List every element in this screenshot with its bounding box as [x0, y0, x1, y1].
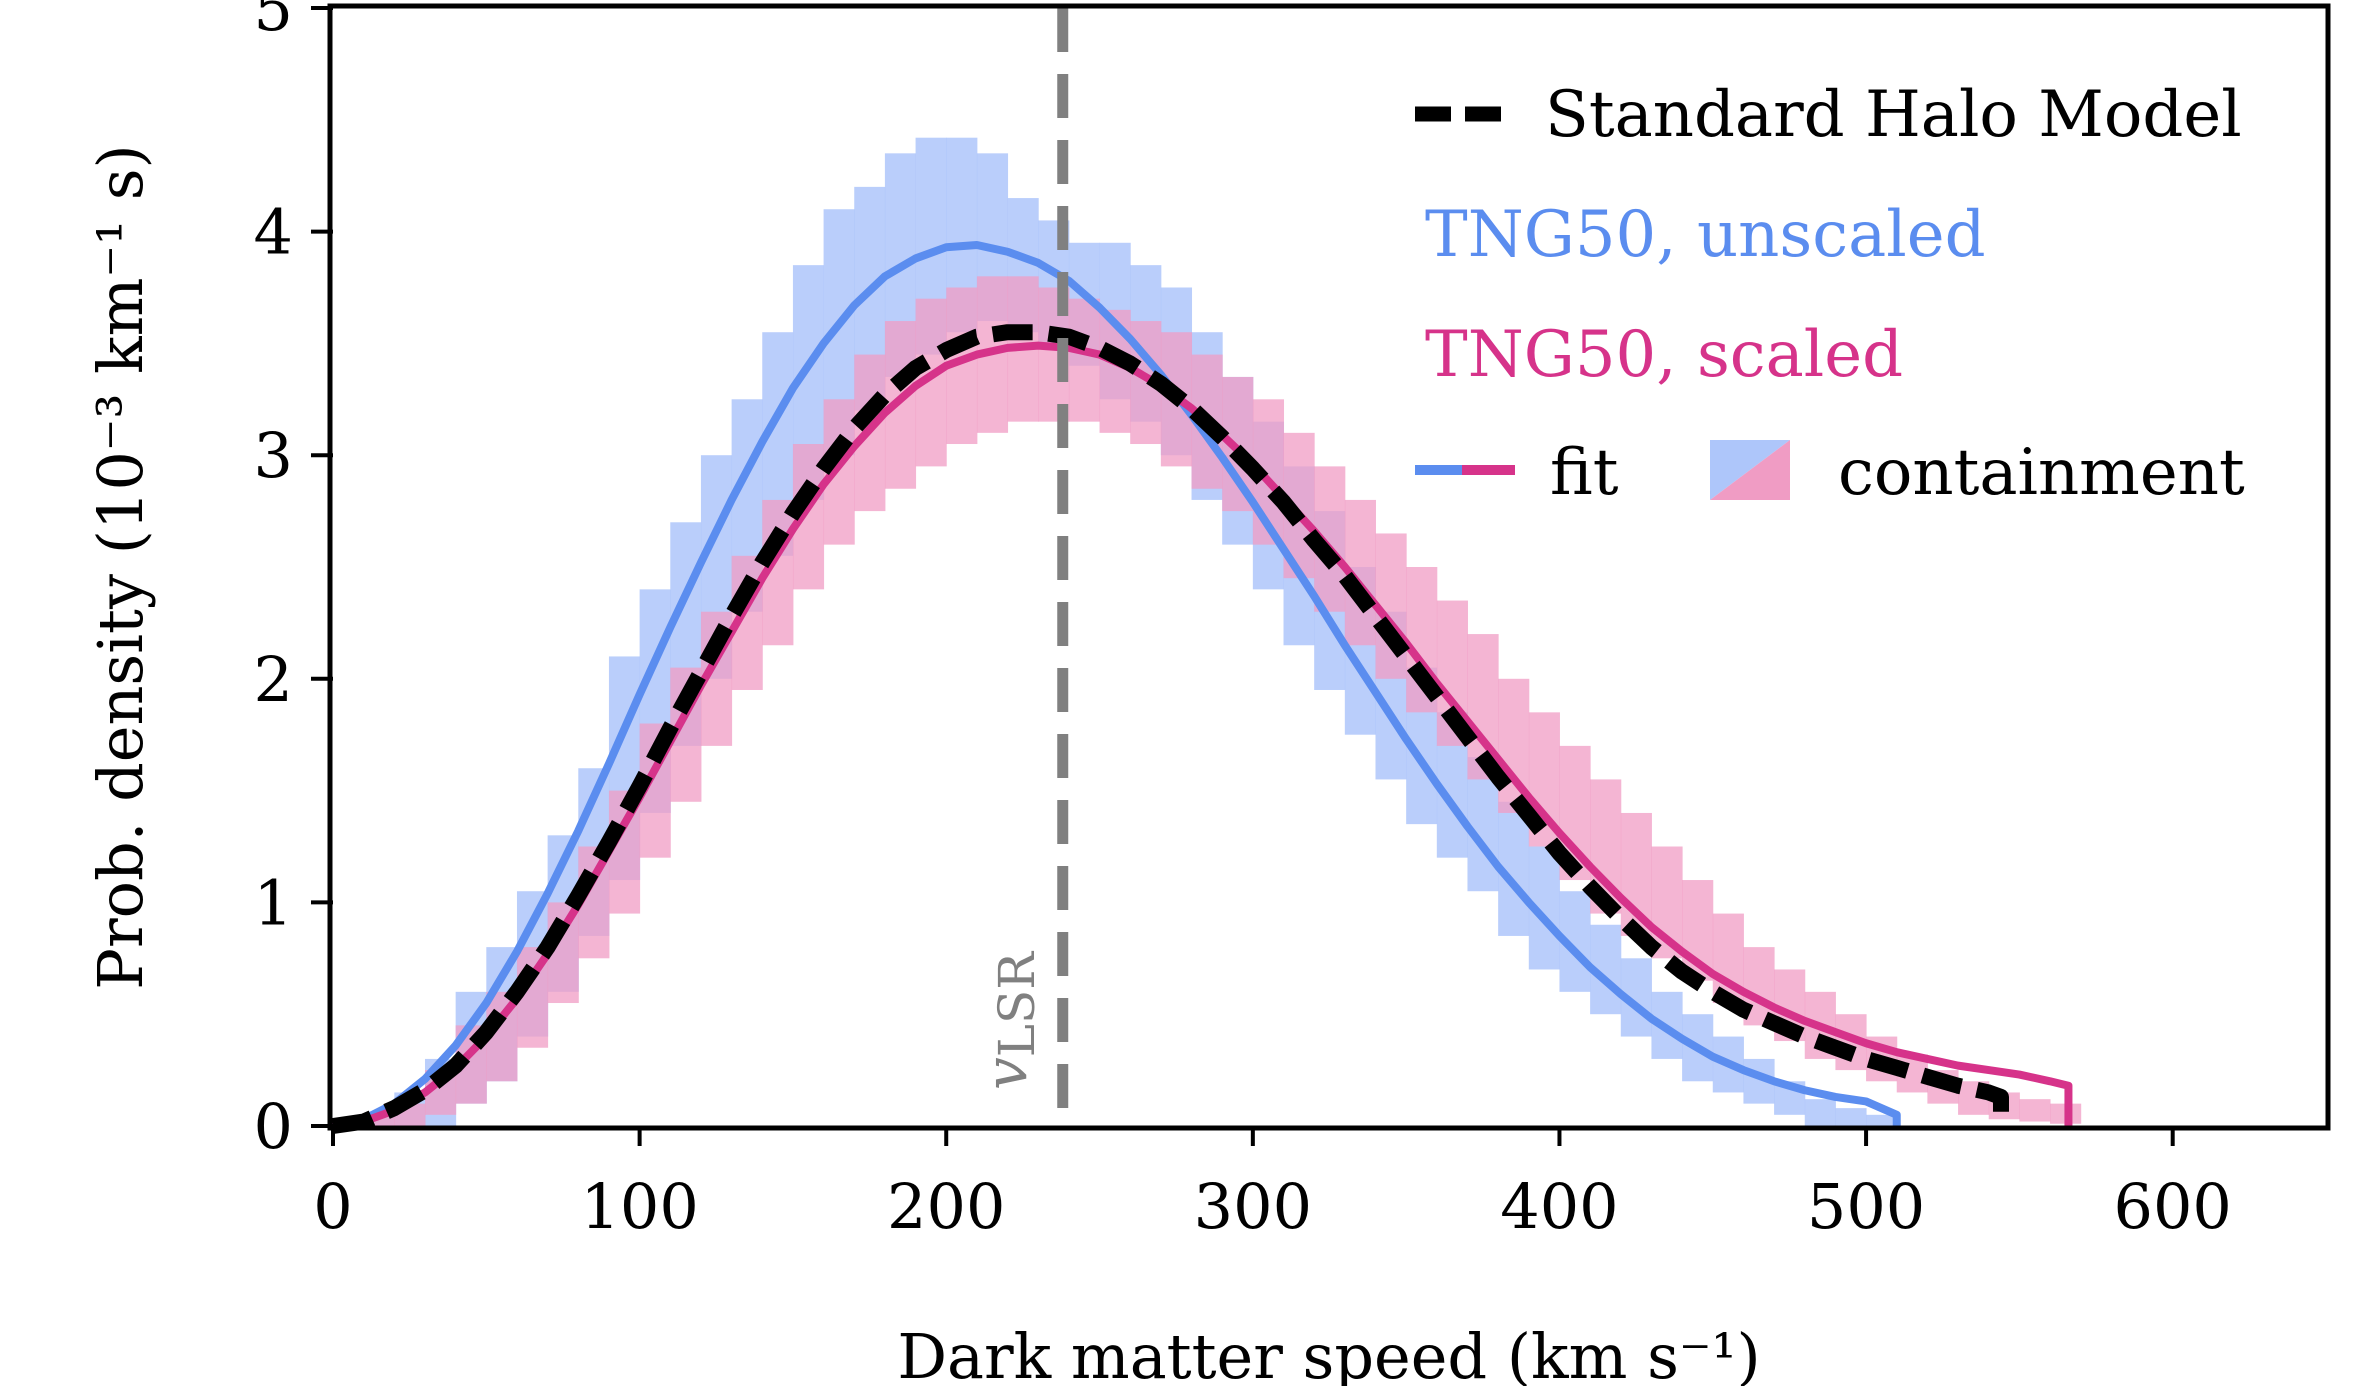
x-tick-label: 300 [1194, 1170, 1312, 1243]
y-axis-ticks: 0 1 2 3 4 5 [254, 0, 333, 1163]
legend-label-shm: Standard Halo Model [1545, 78, 2242, 152]
legend-label-scaled: TNG50, scaled [1425, 318, 1903, 392]
series-line-unscaled [332, 241, 1901, 1130]
legend-label-fit: fit [1550, 436, 1619, 510]
band-bin [1835, 1108, 1867, 1126]
y-tick-label: 5 [254, 0, 293, 45]
x-tick-label: 600 [2114, 1170, 2232, 1243]
legend: Standard Halo Model TNG50, unscaled TNG5… [1415, 78, 2245, 510]
x-axis-label: Dark matter speed (km s⁻¹) [897, 1320, 1760, 1386]
vlsr-label-subscript: LSR [988, 951, 1046, 1057]
vlsr-label: vLSR [972, 951, 1046, 1090]
x-tick-label: 400 [1500, 1170, 1618, 1243]
x-tick-label: 0 [313, 1170, 352, 1243]
vlsr-label-v: v [972, 1057, 1040, 1090]
x-tick-label: 200 [887, 1170, 1005, 1243]
legend-swatch-containment [1710, 440, 1790, 500]
x-tick-label: 500 [1807, 1170, 1925, 1243]
y-tick-label: 0 [254, 1090, 293, 1163]
fit-lines [331, 241, 2073, 1134]
band-unscaled [363, 137, 1898, 1126]
y-tick-label: 4 [254, 196, 293, 269]
band-bin [363, 1114, 395, 1126]
vlsr-marker: vLSR [972, 8, 1069, 1126]
y-tick-label: 3 [254, 419, 293, 492]
band-scaled [363, 276, 2082, 1126]
x-axis-ticks: 0 100 200 300 400 500 600 [313, 1126, 2232, 1243]
legend-label-containment: containment [1838, 436, 2245, 510]
containment-bands [363, 137, 2082, 1126]
y-tick-label: 1 [254, 866, 293, 939]
band-bin [2019, 1099, 2051, 1122]
band-bin [1068, 298, 1101, 422]
band-bin [1866, 1114, 1898, 1126]
plot-frame [327, 3, 2331, 1131]
y-axis-label: Prob. density (10⁻³ km⁻¹ s) [84, 144, 157, 989]
x-tick-label: 100 [580, 1170, 698, 1243]
legend-label-unscaled: TNG50, unscaled [1425, 198, 1986, 272]
y-tick-label: 2 [254, 643, 293, 716]
band-bin [1804, 1099, 1836, 1126]
